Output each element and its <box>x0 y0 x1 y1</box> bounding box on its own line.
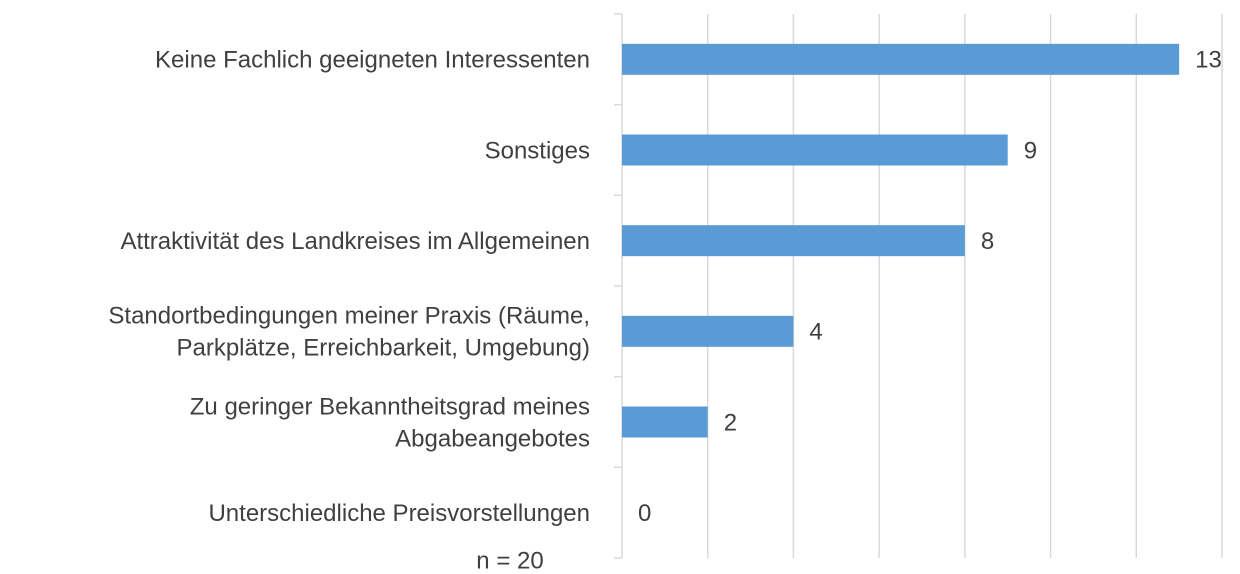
bar <box>622 315 794 347</box>
y-tick-label: Zu geringer Bekanntheitsgrad meines <box>190 393 590 420</box>
value-label: 8 <box>981 228 994 255</box>
value-label: 9 <box>1024 137 1037 164</box>
y-tick-label: Keine Fachlich geeigneten Interessenten <box>155 47 590 74</box>
value-label: 4 <box>809 319 822 346</box>
y-tick-label: Abgabeangebotes <box>395 425 590 452</box>
bar <box>622 406 708 438</box>
value-label: 0 <box>638 500 651 527</box>
value-label: 2 <box>724 409 737 436</box>
bar <box>622 43 1180 75</box>
bar <box>622 225 965 257</box>
y-tick-label: Attraktivität des Landkreises im Allgeme… <box>120 228 590 255</box>
annotation: n = 20 <box>476 547 543 574</box>
y-tick-label: Unterschiedliche Preisvorstellungen <box>208 500 590 527</box>
y-tick-label: Parkplätze, Erreichbarkeit, Umgebung) <box>176 335 590 362</box>
bar <box>622 134 1008 166</box>
y-tick-label: Sonstiges <box>485 137 590 164</box>
y-tick-label: Standortbedingungen meiner Praxis (Räume… <box>108 303 590 330</box>
value-label: 13 <box>1195 47 1222 74</box>
